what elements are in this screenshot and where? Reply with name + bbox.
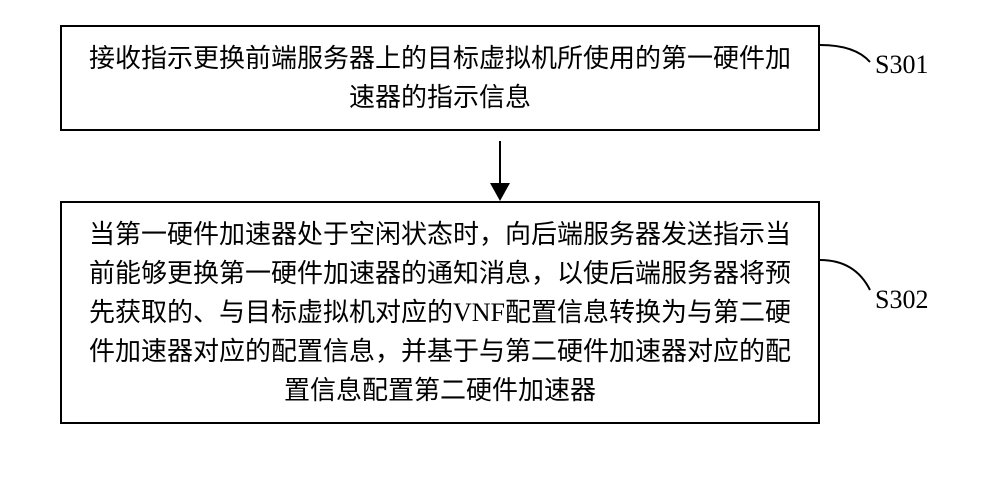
box-1-text: 接收指示更换前端服务器上的目标虚拟机所使用的第一硬件加速器的指示信息 [82,39,798,117]
arrow-head [490,183,510,201]
arrow-container [60,131,940,201]
flowchart-container: 接收指示更换前端服务器上的目标虚拟机所使用的第一硬件加速器的指示信息 当第一硬件… [60,25,940,424]
step-label-2: S302 [875,285,928,315]
flowchart-box-1: 接收指示更换前端服务器上的目标虚拟机所使用的第一硬件加速器的指示信息 [60,25,820,131]
flowchart-box-2: 当第一硬件加速器处于空闲状态时，向后端服务器发送指示当前能够更换第一硬件加速器的… [60,201,820,424]
step-label-1: S301 [875,50,928,80]
box-2-text: 当第一硬件加速器处于空闲状态时，向后端服务器发送指示当前能够更换第一硬件加速器的… [82,215,798,410]
